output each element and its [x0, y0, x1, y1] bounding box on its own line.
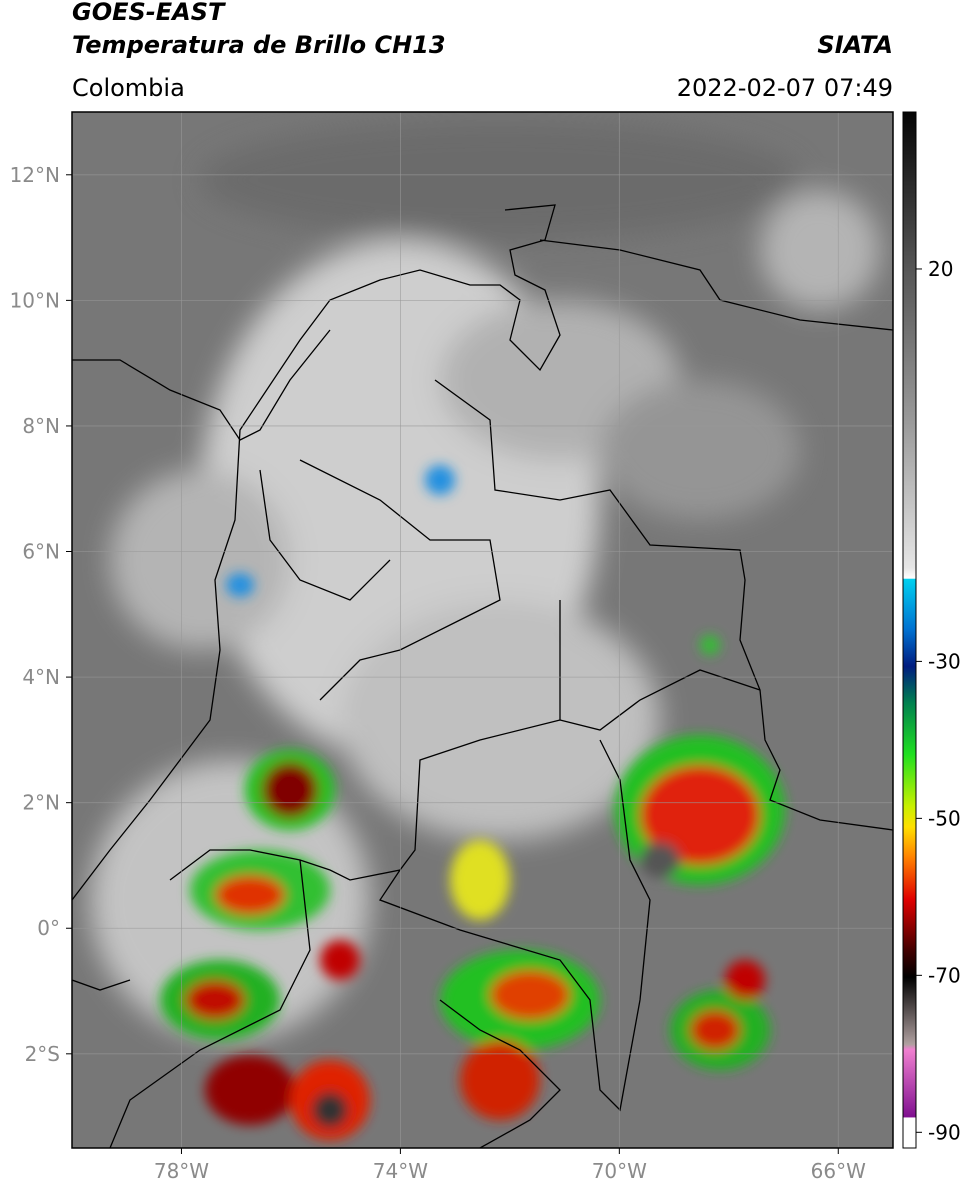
map-ticks: 78°W 74°W 70°W 66°W 12°N 10°N 8°N 6°N 4°N 2°N 0° 2°… — [10, 163, 867, 1183]
y-tick-label: 2°N — [22, 791, 60, 815]
colorbar-tick-label: -50 — [928, 806, 961, 830]
x-tick-label: 74°W — [373, 1159, 428, 1183]
y-tick-label: 12°N — [10, 163, 60, 187]
source-label: SIATA — [817, 31, 893, 59]
satellite-image — [72, 112, 893, 1148]
map-frame — [71, 111, 894, 1149]
y-tick-label: 6°N — [22, 540, 60, 564]
title-line1: GOES-EAST — [72, 0, 226, 26]
x-tick-label: 78°W — [154, 1159, 209, 1183]
title-line2: Temperatura de Brillo CH13 — [72, 31, 446, 59]
datetime-label: 2022-02-07 07:49 — [677, 74, 893, 102]
colorbar-ticks: 20 -30 -50 -70 -90 — [916, 257, 961, 1144]
gridlines — [72, 112, 893, 1148]
y-tick-label: 10°N — [10, 288, 60, 312]
colorbar — [902, 111, 917, 1149]
x-tick-label: 70°W — [592, 1159, 647, 1183]
region-label: Colombia — [72, 74, 185, 102]
y-tick-label: 8°N — [22, 414, 60, 438]
x-tick-label: 66°W — [811, 1159, 866, 1183]
y-tick-label: 4°N — [22, 665, 60, 689]
colorbar-tick-label: -30 — [928, 649, 961, 673]
colorbar-tick-label: -70 — [928, 963, 961, 987]
colorbar-tick-label: -90 — [928, 1120, 961, 1144]
colorbar-tick-label: 20 — [928, 257, 953, 281]
y-tick-label: 2°S — [25, 1042, 60, 1066]
y-tick-label: 0° — [37, 916, 60, 940]
